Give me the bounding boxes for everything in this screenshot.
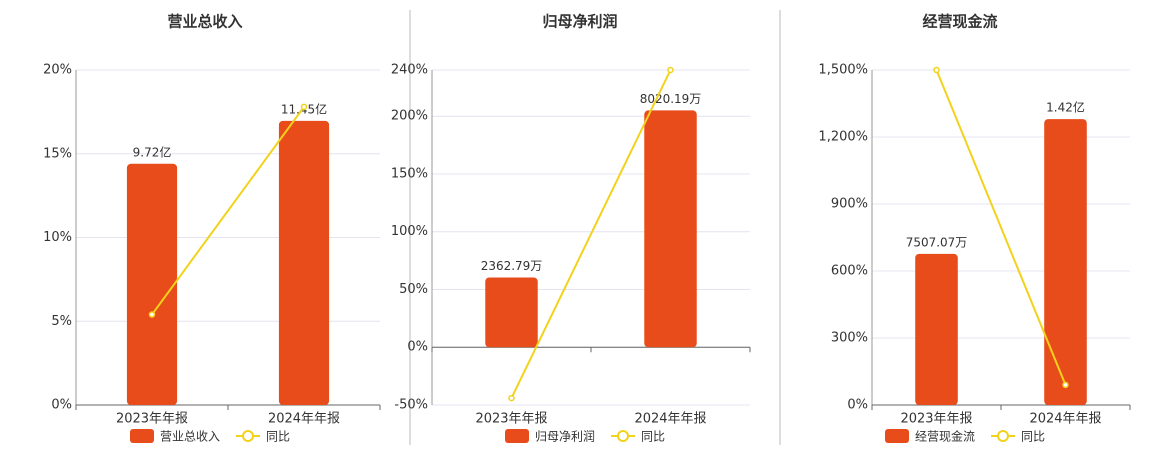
bar-value-label: 2362.79万: [481, 259, 543, 273]
x-tick-label: 2024年年报: [634, 412, 706, 427]
line: [510, 69, 672, 399]
legend-swatch: [885, 429, 909, 443]
y-tick-label: 100%: [391, 224, 428, 239]
legend-label: 同比: [641, 430, 665, 444]
y-tick-label: 240%: [391, 63, 428, 78]
bar: [126, 163, 178, 405]
bar: [644, 110, 697, 348]
y-tick-label: 20%: [43, 63, 72, 78]
y-tick-label: 1,500%: [818, 63, 868, 78]
legend-swatch: [997, 430, 1010, 442]
legend-swatch: [130, 429, 154, 443]
line-point: [148, 311, 156, 318]
y-tick-label: 0%: [51, 398, 72, 413]
chart-title: 营业总收入: [167, 13, 242, 31]
y-tick-label: 150%: [391, 166, 428, 181]
line: [935, 69, 1067, 386]
y-tick-label: 0%: [407, 340, 428, 355]
x-tick-label: 2024年年报: [1029, 412, 1101, 427]
chart-title: 归母净利润: [542, 13, 617, 31]
legend-label: 归母净利润: [535, 430, 595, 444]
y-tick-label: 200%: [391, 109, 428, 124]
y-tick-label: 5%: [51, 314, 72, 329]
bar: [915, 253, 958, 405]
legend-swatch: [242, 430, 255, 442]
bar: [278, 120, 330, 406]
legend-label: 同比: [1021, 430, 1045, 444]
x-tick-label: 2024年年报: [268, 412, 340, 427]
legend-label: 经营现金流: [915, 429, 975, 444]
line-point: [1062, 381, 1069, 389]
bar: [1044, 119, 1087, 406]
line-point: [508, 394, 515, 402]
x-tick-label: 2023年年报: [116, 412, 188, 427]
y-tick-label: 10%: [43, 230, 72, 245]
legend-swatch: [617, 430, 630, 442]
legend-label: 营业总收入: [160, 430, 220, 444]
x-tick-label: 2023年年报: [900, 412, 972, 427]
bar-value-label: 7507.07万: [906, 235, 968, 249]
y-tick-label: 900%: [831, 197, 868, 212]
line: [151, 106, 305, 316]
legend-swatch: [505, 429, 529, 443]
y-tick-label: 15%: [43, 146, 72, 161]
line-point: [933, 66, 940, 74]
y-tick-label: 600%: [831, 264, 868, 279]
y-tick-label: 1,200%: [818, 130, 868, 145]
bar: [485, 277, 538, 348]
y-tick-label: 0%: [847, 398, 868, 413]
chart-title: 经营现金流: [922, 13, 997, 31]
bar-value-label: 9.72亿: [133, 144, 172, 159]
legend-label: 同比: [266, 430, 290, 444]
y-tick-label: 300%: [831, 331, 868, 346]
line-point: [300, 103, 308, 111]
line-point: [667, 66, 674, 74]
bar-value-label: 1.42亿: [1046, 100, 1085, 115]
x-tick-label: 2023年年报: [475, 412, 547, 427]
bar-value-label: 8020.19万: [640, 92, 702, 106]
y-tick-label: -50%: [394, 398, 428, 413]
y-tick-label: 50%: [399, 282, 428, 297]
